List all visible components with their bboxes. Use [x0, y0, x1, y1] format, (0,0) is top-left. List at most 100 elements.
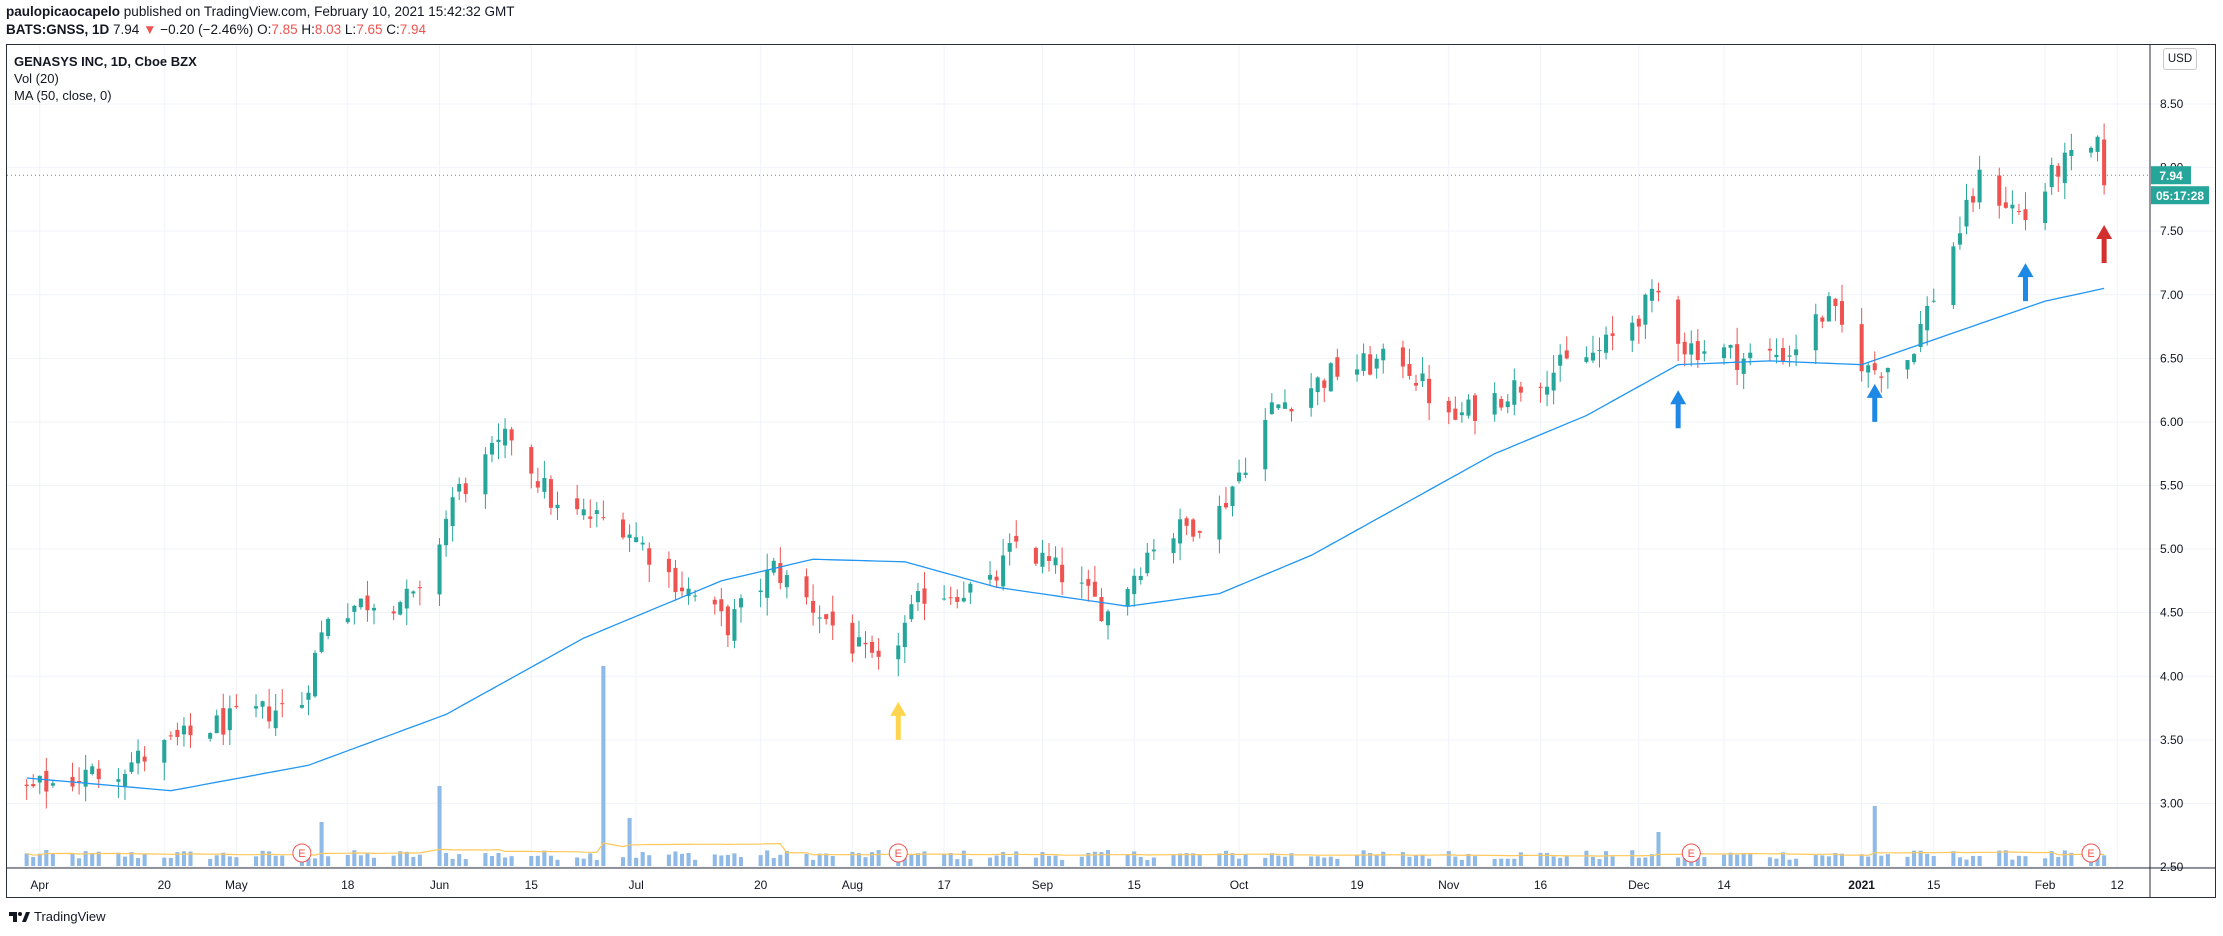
- candle-body: [994, 576, 999, 581]
- candle-body: [1289, 408, 1294, 412]
- candle-body: [24, 784, 29, 786]
- candle-body: [1368, 354, 1373, 375]
- volume-bar: [784, 850, 789, 866]
- volume-bar: [1813, 855, 1818, 866]
- candle-body: [450, 497, 455, 527]
- candle-body: [1472, 395, 1478, 421]
- candle-body: [1466, 399, 1471, 416]
- candle-body: [1702, 351, 1707, 354]
- candle-body: [588, 516, 593, 519]
- down-arrow-icon: ▼: [143, 22, 157, 37]
- volume-bar: [942, 854, 947, 866]
- volume-bar: [1767, 857, 1772, 866]
- volume-bar: [948, 853, 953, 866]
- volume-bar: [142, 854, 147, 866]
- candle-body: [1564, 350, 1569, 359]
- volume-bar: [312, 858, 318, 866]
- volume-bar: [1178, 853, 1183, 866]
- candle-body: [1610, 333, 1615, 336]
- candle-body: [1381, 348, 1386, 361]
- candle-body: [358, 598, 363, 608]
- candle-body: [948, 597, 953, 599]
- candle-body: [280, 703, 285, 705]
- candle-body: [1276, 404, 1281, 409]
- volume-bar: [496, 853, 501, 866]
- ma-legend[interactable]: MA (50, close, 0): [14, 88, 112, 103]
- volume-bar: [1282, 856, 1287, 866]
- candle-body: [1171, 538, 1176, 554]
- candle-body: [1649, 288, 1654, 301]
- volume-bar: [1820, 855, 1825, 866]
- volume-bar: [1721, 854, 1727, 866]
- candle-body: [208, 733, 213, 739]
- candle-body: [824, 614, 829, 620]
- volume-bar: [483, 853, 488, 866]
- candle-body: [2016, 211, 2021, 213]
- candle-body: [1453, 408, 1458, 420]
- volume-bar: [411, 856, 416, 866]
- volume-bar: [1499, 858, 1504, 866]
- candle-body: [1191, 519, 1196, 537]
- price-axis-label: 3.00: [2160, 796, 2184, 810]
- last-price-badge-label: 7.94: [2159, 169, 2183, 183]
- high-label: H:: [301, 22, 315, 37]
- candle-body: [850, 622, 855, 654]
- candle-body: [312, 652, 318, 697]
- volume-legend[interactable]: Vol (20): [14, 71, 59, 86]
- candle-body: [1499, 398, 1504, 408]
- candle-body: [1794, 349, 1799, 356]
- candle-body: [620, 519, 626, 538]
- candle-body: [1040, 552, 1045, 567]
- chart-legend-title: GENASYS INC, 1D, Cboe BZX: [14, 54, 197, 69]
- volume-bar: [2069, 852, 2074, 866]
- candle-body: [922, 588, 927, 604]
- volume-bar: [1636, 857, 1641, 866]
- volume-bar: [1237, 858, 1242, 866]
- volume-bar: [594, 859, 599, 866]
- volume-bar: [116, 852, 121, 866]
- currency-button[interactable]: USD: [2163, 48, 2197, 70]
- volume-bar: [994, 855, 999, 866]
- candle-body: [738, 598, 744, 608]
- time-axis-label: 15: [525, 878, 539, 892]
- publisher-name[interactable]: paulopicaocapelo: [6, 4, 121, 19]
- volume-bar: [254, 856, 259, 866]
- footer-brand[interactable]: TradingView: [8, 909, 106, 924]
- volume-bar: [136, 858, 141, 866]
- volume-bar: [1400, 851, 1405, 866]
- candle-body: [1741, 358, 1746, 374]
- countdown-badge: [2151, 186, 2209, 205]
- time-axis-label: Jul: [628, 878, 643, 892]
- volume-bar: [1492, 859, 1497, 866]
- candle-body: [896, 645, 901, 660]
- candle-body: [129, 762, 134, 772]
- candle-body: [955, 597, 960, 602]
- low-value: 7.65: [356, 22, 383, 37]
- volume-bar: [260, 850, 265, 866]
- candle-body: [1033, 547, 1038, 564]
- volume-bar: [417, 854, 422, 866]
- volume-bar: [987, 857, 993, 866]
- candle-body: [548, 479, 553, 508]
- volume-bar: [208, 858, 213, 866]
- volume-bar: [2049, 851, 2054, 866]
- volume-bar: [1977, 856, 1982, 866]
- volume-bar: [129, 852, 134, 866]
- time-axis-label: Nov: [1438, 878, 1459, 892]
- volume-bar: [1427, 858, 1432, 866]
- candle-body: [496, 439, 501, 442]
- volume-bar: [1145, 859, 1150, 866]
- volume-bar: [444, 852, 449, 866]
- candle-body: [254, 706, 259, 709]
- volume-bar: [1558, 857, 1563, 866]
- volume-bar: [850, 851, 855, 866]
- volume-bar: [358, 855, 363, 866]
- candle-body: [1001, 555, 1006, 587]
- volume-bar: [1184, 853, 1189, 866]
- volume-bar: [489, 856, 494, 866]
- chart-frame[interactable]: [6, 44, 2216, 898]
- volume-bar: [1931, 855, 1936, 866]
- volume-bar: [1381, 851, 1386, 866]
- last-price-badge: [2151, 166, 2191, 185]
